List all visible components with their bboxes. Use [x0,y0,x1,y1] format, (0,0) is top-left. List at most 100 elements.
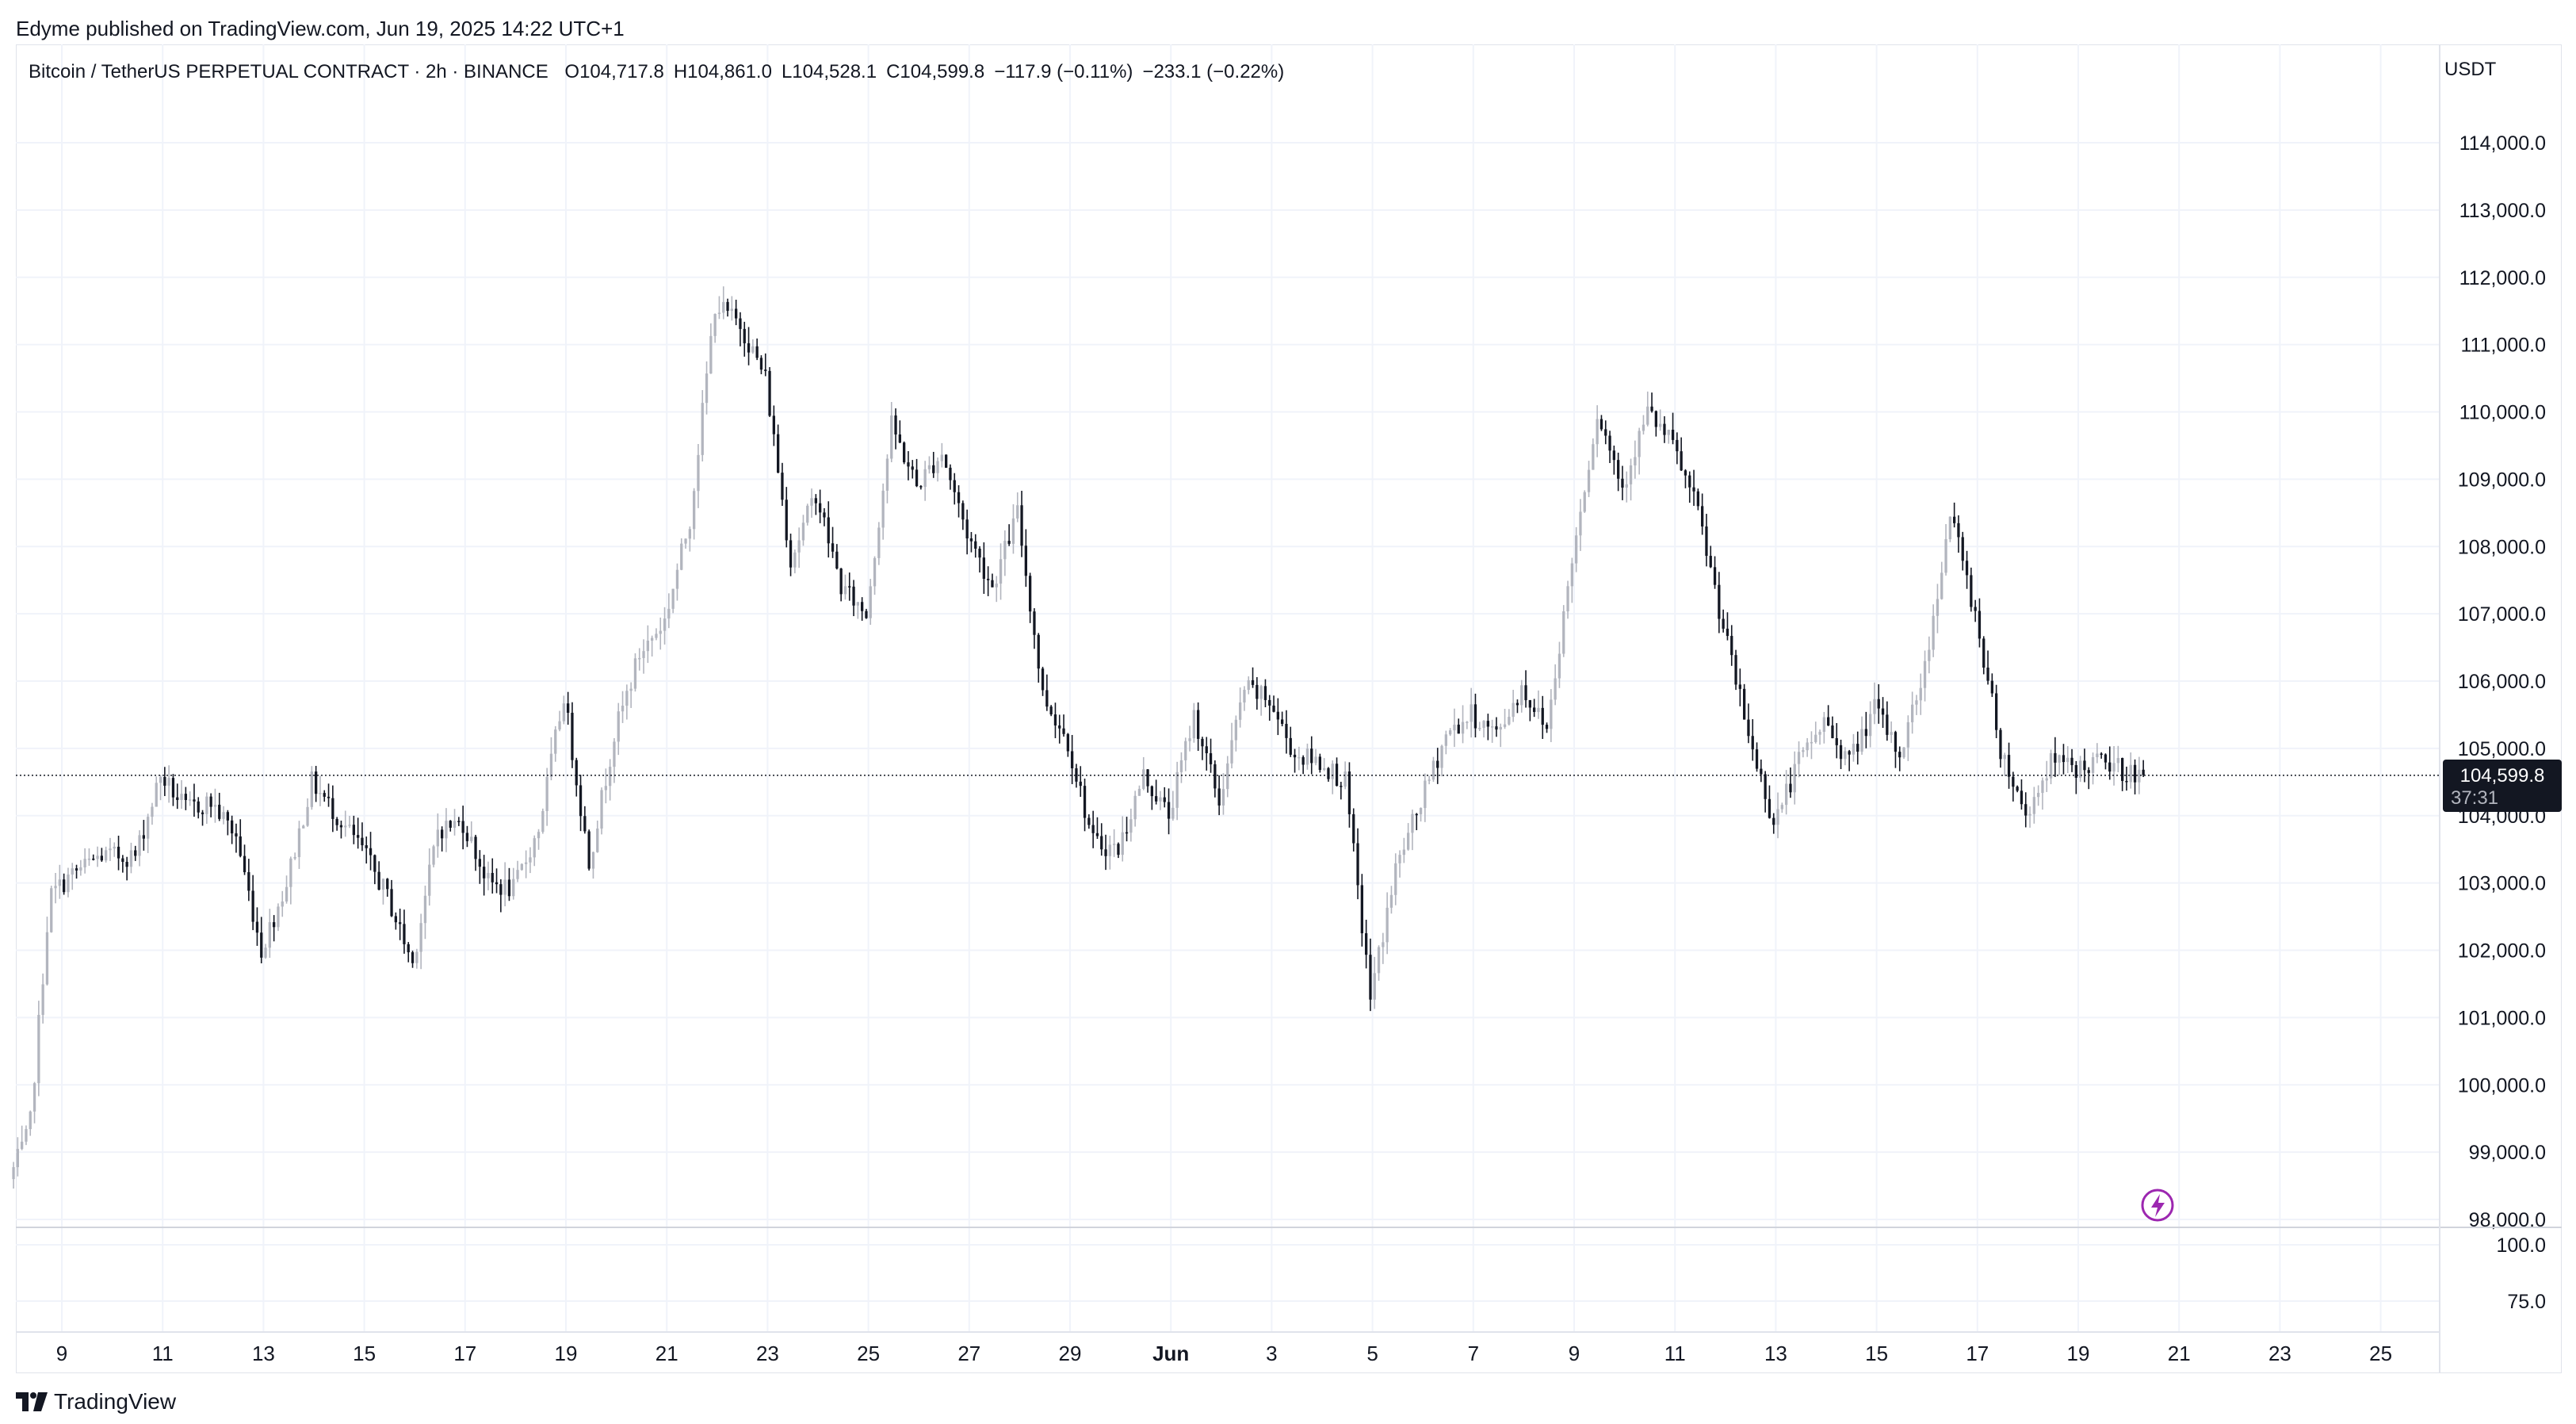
candle-body [1625,484,1628,488]
tradingview-logo[interactable]: TradingView [16,1388,176,1416]
candle-body [1314,756,1317,764]
candle-body [2121,758,2124,781]
candle-body [1382,942,1385,947]
lightning-icon[interactable] [2141,1189,2174,1222]
candle-body [789,540,793,568]
candle-body [965,519,969,539]
candle-body [285,886,289,901]
chart-frame[interactable] [16,44,2562,1373]
candle-body [483,867,486,879]
candle-body [2062,755,2066,763]
candle-body [2100,753,2103,755]
candle-body [63,879,66,893]
candle-body [1251,679,1255,685]
candle-body [1453,724,1456,731]
candle-body [2041,780,2044,794]
candle-body [516,870,519,879]
candle-body [1881,708,1885,715]
candle-body [848,586,851,588]
candle-body [1873,699,1876,714]
time-tick-label: 3 [1266,1342,1277,1365]
candle-body [1848,751,1851,755]
candle-body [1221,789,1225,806]
candle-body [365,845,368,848]
candle-body [1944,539,1947,573]
candle-body [1011,518,1015,544]
candle-body [231,820,234,834]
candle-body [793,552,797,568]
candle-body [739,318,742,329]
candle-body [1953,516,1956,523]
candle-body [457,821,461,822]
candle-body [1890,732,1893,735]
candle-body [2083,760,2086,771]
candle-body [1688,475,1691,488]
candle-body [1356,843,1359,886]
candle-body [2016,787,2019,791]
candle-body [730,308,733,312]
candle-body [180,794,183,800]
candle-body [344,825,347,828]
candle-body [1431,760,1435,780]
candle-body [865,611,868,618]
candle-body [625,691,629,706]
candle-body [1259,686,1263,699]
candle-body [671,588,675,609]
candle-body [549,753,553,777]
candle-body [1394,863,1397,895]
candle-body [147,817,150,839]
candle-body [751,346,755,353]
candle-body [541,810,545,833]
candle-body [2074,764,2077,778]
candle-body [260,932,263,958]
candle-body [2138,769,2141,783]
candle-body [885,458,889,491]
candle-body [29,1111,32,1130]
candle-body [251,890,254,922]
candle-body [1091,825,1095,833]
candle-body [1062,728,1065,734]
candle-body [596,828,599,852]
time-tick-label: Jun [1152,1342,1189,1365]
candle-body [399,922,402,924]
candle-body [1906,722,1909,748]
candle-body [1486,721,1489,727]
candle-body [801,523,805,541]
candle-body [1293,754,1297,758]
candle-body [554,729,557,754]
candle-body [2096,753,2099,758]
candle-body [1940,572,1943,599]
candle-body [1213,764,1217,789]
candle-body [1389,894,1393,908]
candle-body [226,812,229,821]
candle-body [1495,726,1498,730]
candle-body [163,776,166,786]
candle-body [604,786,607,790]
candle-body [1839,745,1843,760]
candle-body [205,796,208,814]
candle-body [1734,655,1737,685]
indicator-scale: 100.0 75.0 [2496,1235,2546,1313]
candle-body [315,771,318,794]
candle-body [1016,505,1019,519]
candle-body [503,879,506,895]
candle-body [125,861,128,867]
candle-body [1473,704,1477,729]
candle-body [1604,429,1607,436]
candle-body [239,836,242,856]
candle-body [1243,690,1246,702]
symbol-title[interactable]: Bitcoin / TetherUS PERPETUAL CONTRACT · … [29,61,548,82]
time-tick-label: 11 [152,1342,174,1365]
candle-body [907,462,910,467]
candle-body [609,767,612,787]
candle-body [1835,738,1838,745]
currency-label[interactable]: USDT [2444,59,2497,80]
candle-body [1961,537,1964,561]
candle-body [827,517,830,544]
candle-body [1515,702,1519,706]
time-tick-label: 25 [857,1342,880,1365]
candle-body [1894,732,1898,752]
time-tick-label: 21 [2168,1342,2191,1365]
candle-body [529,857,532,863]
